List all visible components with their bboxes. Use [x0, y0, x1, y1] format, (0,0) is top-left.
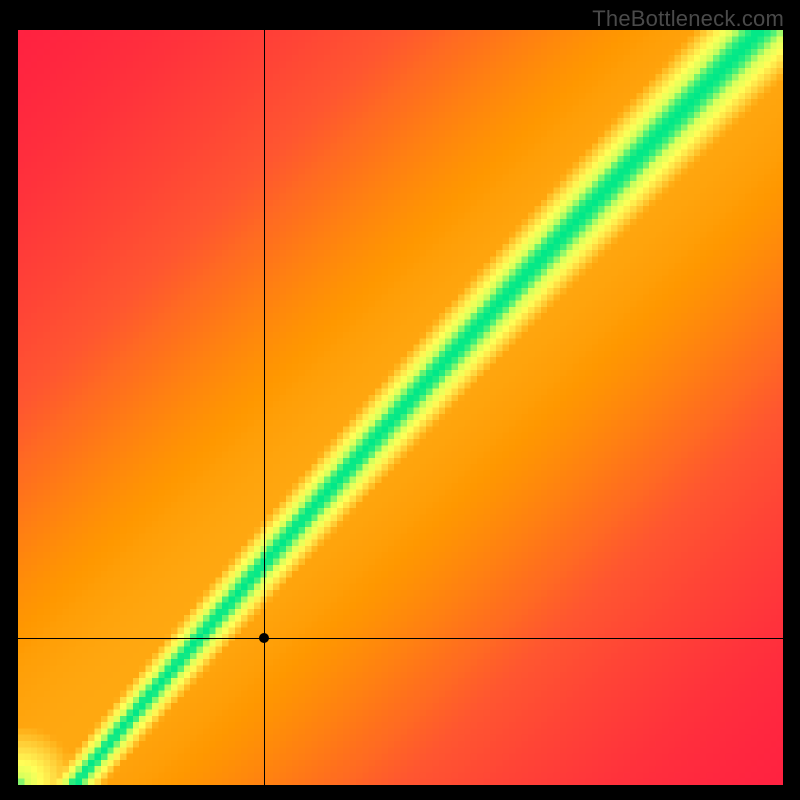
crosshair-horizontal — [18, 638, 783, 639]
crosshair-vertical — [264, 30, 265, 785]
heatmap-canvas — [18, 30, 783, 785]
watermark-text: TheBottleneck.com — [592, 6, 784, 32]
chart-container: TheBottleneck.com — [0, 0, 800, 800]
